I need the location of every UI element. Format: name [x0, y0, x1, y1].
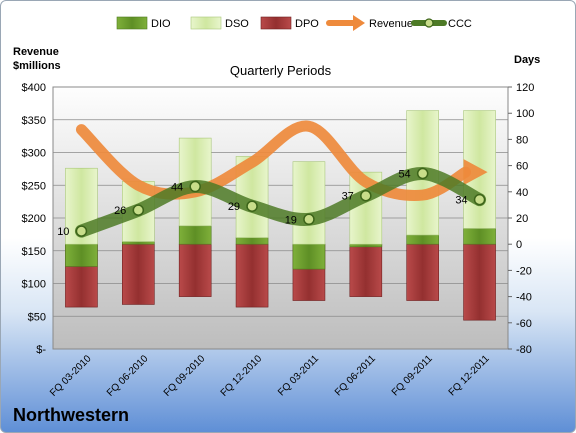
- left-axis-label: Revenue: [13, 46, 59, 58]
- ccc-data-label: 44: [171, 182, 183, 194]
- right-tick-label: -60: [516, 318, 532, 330]
- ccc-data-label: 37: [342, 191, 354, 203]
- bar-dso: [292, 161, 326, 245]
- left-tick-label: $250: [22, 180, 46, 192]
- bar-dio: [406, 234, 439, 245]
- ccc-point: [303, 213, 315, 226]
- legend-label-dso: DSO: [225, 18, 249, 30]
- chart-title: Quarterly Periods: [230, 63, 332, 78]
- legend-swatch-dso: [190, 16, 222, 30]
- revenue-line: [75, 120, 472, 201]
- left-tick-label: $150: [22, 246, 46, 258]
- bar-dio: [65, 243, 98, 267]
- x-tick-label: FQ 12-2010: [219, 353, 265, 399]
- legend-label-dpo: DPO: [295, 18, 319, 30]
- ccc-point: [246, 200, 258, 212]
- bar-dpo: [122, 243, 155, 305]
- right-tick-label: 0: [516, 239, 522, 251]
- left-tick-label: $400: [22, 82, 46, 94]
- ccc-data-label: 19: [285, 214, 297, 226]
- legend-swatch-dpo: [260, 16, 292, 30]
- left-tick-label: $-: [36, 344, 46, 356]
- ccc-data-label: 10: [57, 226, 69, 238]
- ccc-point: [75, 225, 88, 237]
- right-tick-label: 60: [516, 161, 528, 173]
- ccc-data-label: 26: [114, 205, 126, 217]
- left-tick-label: $100: [22, 279, 46, 291]
- bar-dio: [122, 241, 155, 245]
- x-tick-label: FQ 03-2011: [276, 353, 321, 398]
- ccc-point: [360, 189, 372, 202]
- bar-dio: [463, 228, 496, 245]
- right-tick-label: -20: [516, 265, 532, 277]
- left-tick-label: $350: [22, 115, 46, 127]
- right-tick-label: -80: [516, 344, 532, 356]
- left-tick-label: $300: [22, 148, 46, 160]
- legend-label-dio: DIO: [151, 18, 171, 30]
- bar-dio: [178, 225, 212, 245]
- right-tick-label: 20: [516, 213, 528, 225]
- bar-dio: [349, 243, 383, 248]
- bar-dpo: [463, 243, 496, 321]
- ccc-data-label: 34: [455, 195, 467, 207]
- bar-dio: [235, 237, 269, 245]
- ccc-point: [132, 204, 145, 216]
- left-tick-label: $200: [22, 213, 46, 225]
- legend-label-ccc: CCC: [448, 18, 472, 30]
- right-tick-label: 120: [516, 82, 534, 94]
- right-tick-label: -40: [516, 292, 532, 304]
- right-tick-label: 80: [516, 134, 528, 146]
- right-tick-label: 40: [516, 187, 528, 199]
- bar-dpo: [235, 243, 269, 308]
- bar-dio: [292, 243, 326, 270]
- left-axis-label-unit: $millions: [13, 60, 61, 72]
- x-tick-label: FQ 06-2010: [105, 353, 151, 399]
- legend-marker-ccc: [424, 18, 434, 28]
- left-tick-label: $50: [28, 311, 46, 323]
- legend-swatch-dio: [116, 16, 148, 30]
- ccc-point: [189, 180, 201, 193]
- company-name: Northwestern: [13, 405, 130, 425]
- right-tick-label: 100: [516, 108, 534, 120]
- x-tick-label: FQ 12-2011: [447, 353, 492, 398]
- legend-label-revenue: Revenue: [369, 18, 413, 30]
- x-tick-label: FQ 09-2010: [162, 353, 208, 399]
- ccc-data-label: 29: [228, 201, 240, 213]
- ccc-point: [416, 167, 429, 180]
- bar-dpo: [349, 243, 383, 297]
- x-tick-label: FQ 09-2011: [390, 353, 435, 398]
- bar-dpo: [406, 243, 439, 301]
- legend-arrowhead-revenue: [353, 15, 365, 31]
- x-tick-label: FQ 06-2011: [333, 353, 378, 398]
- ccc-point: [473, 193, 486, 206]
- x-tick-label: FQ 03-2010: [48, 353, 94, 399]
- revenue-arrowhead: [463, 159, 488, 186]
- ccc-data-label: 54: [398, 168, 410, 180]
- bar-dpo: [178, 243, 212, 297]
- right-axis-label: Days: [514, 54, 540, 66]
